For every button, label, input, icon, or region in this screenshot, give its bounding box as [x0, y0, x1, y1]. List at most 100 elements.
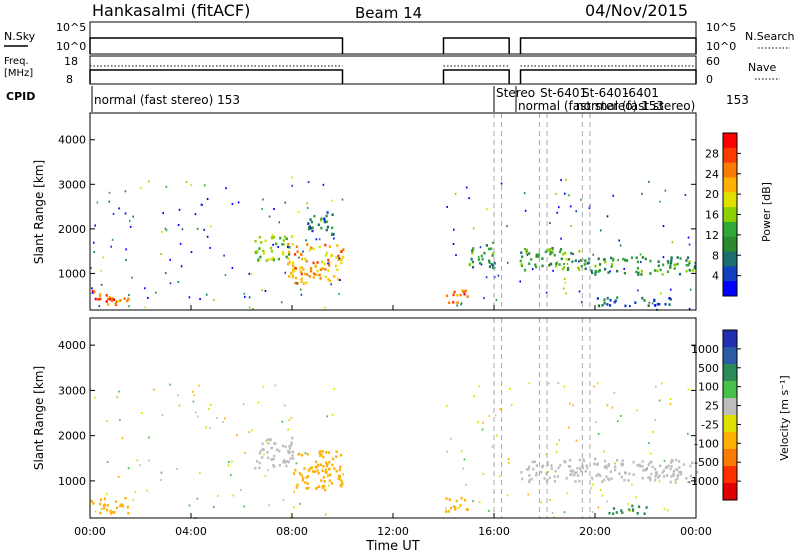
scatter-cell [576, 474, 580, 477]
scatter-cell [338, 257, 341, 260]
scatter-cell [240, 489, 242, 491]
scatter-cell [472, 500, 474, 503]
scatter-cell [652, 430, 654, 433]
scatter-cell [261, 289, 263, 292]
scatter-cell [537, 255, 540, 258]
scatter-cell [160, 252, 162, 255]
scatter-cell [117, 475, 120, 478]
scatter-cell [564, 192, 566, 195]
scatter-cell [106, 504, 109, 507]
scatter-cell [452, 301, 455, 304]
scatter-cell [290, 416, 293, 419]
colorbar-tick-label: -25 [701, 418, 719, 431]
scatter-cell [295, 462, 298, 465]
scatter-cell [116, 396, 119, 399]
scatter-cell [236, 434, 238, 437]
scatter-cell [615, 511, 618, 514]
scatter-cell [302, 250, 304, 253]
scatter-cell [188, 296, 191, 299]
colorbar-swatch [723, 266, 737, 282]
scatter-cell [258, 451, 261, 455]
scatter-cell [571, 470, 574, 473]
scatter-cell [300, 266, 304, 269]
scatter-cell [647, 476, 650, 479]
scatter-cell [519, 259, 522, 263]
scatter-cell [603, 301, 606, 305]
scatter-cell [309, 467, 312, 470]
scatter-cell [670, 465, 673, 468]
scatter-cell [655, 471, 658, 474]
cpid-mode-1: normal (fast stereo) 153 [94, 93, 240, 107]
scatter-cell [312, 261, 315, 265]
colorbar-swatch [723, 133, 737, 149]
scatter-cell [315, 460, 318, 464]
scatter-cell [325, 251, 329, 255]
scatter-cell [641, 296, 644, 300]
scatter-cell [637, 273, 640, 276]
scatter-cell [231, 460, 233, 463]
scatter-cell [231, 266, 234, 269]
scatter-cell [578, 268, 581, 271]
nave-tick-low: 0 [706, 73, 713, 86]
scatter-cell [252, 308, 254, 311]
scatter-cell [179, 242, 182, 245]
scatter-cell [257, 401, 260, 404]
scatter-cell [674, 478, 677, 482]
scatter-cell [472, 227, 475, 230]
scatter-cell [92, 502, 95, 505]
scatter-cell [559, 248, 563, 251]
scatter-cell [661, 382, 663, 385]
scatter-cell [291, 450, 295, 454]
scatter-cell [482, 421, 484, 424]
scatter-cell [338, 468, 341, 472]
scatter-cell [611, 262, 614, 266]
scatter-cell [563, 385, 566, 388]
scatter-cell [499, 408, 502, 411]
colorbar-swatch [723, 347, 737, 365]
scatter-cell [321, 260, 324, 264]
scatter-cell [658, 399, 661, 402]
station-title: Hankasalmi (fitACF) [92, 1, 250, 20]
scatter-cell [328, 264, 331, 267]
colorbar-swatch [723, 381, 737, 399]
scatter-cell [294, 281, 297, 285]
scatter-cell [180, 265, 183, 268]
scatter-cell [461, 289, 464, 292]
scatter-cell [258, 461, 261, 465]
cpid-mode-5: -6401 [624, 86, 659, 100]
scatter-cell [635, 270, 638, 274]
scatter-cell [317, 472, 320, 475]
scatter-cell [585, 464, 588, 467]
scatter-cell [659, 268, 662, 272]
scatter-cell [452, 293, 455, 297]
scatter-cell [288, 445, 291, 448]
scatter-cell [341, 198, 344, 201]
colorbar-swatch [723, 483, 737, 501]
scatter-cell [327, 451, 331, 454]
scatter-cell [199, 298, 201, 300]
scatter-cell [335, 455, 338, 458]
scatter-cell [306, 482, 309, 485]
scatter-cell [563, 511, 566, 514]
scatter-cell [291, 275, 294, 279]
scatter-cell [485, 244, 488, 247]
scatter-cell [262, 252, 265, 255]
scatter-cell [457, 506, 460, 509]
scatter-cell [110, 245, 112, 248]
scatter-cell [299, 502, 301, 505]
scatter-cell [197, 415, 199, 418]
scatter-cell [312, 272, 315, 275]
scatter-cell [331, 226, 334, 230]
scatter-cell [610, 265, 613, 268]
scatter-cell [248, 431, 251, 434]
scatter-cell [609, 298, 612, 302]
scatter-cell [569, 205, 572, 208]
scatter-cell [470, 257, 473, 261]
scatter-cell [306, 202, 308, 205]
scatter-cell [548, 263, 551, 267]
scatter-cell [465, 483, 467, 486]
scatter-cell [161, 231, 163, 233]
scatter-cell [134, 491, 137, 494]
scatter-cell [669, 298, 672, 301]
scatter-cell [490, 263, 493, 266]
